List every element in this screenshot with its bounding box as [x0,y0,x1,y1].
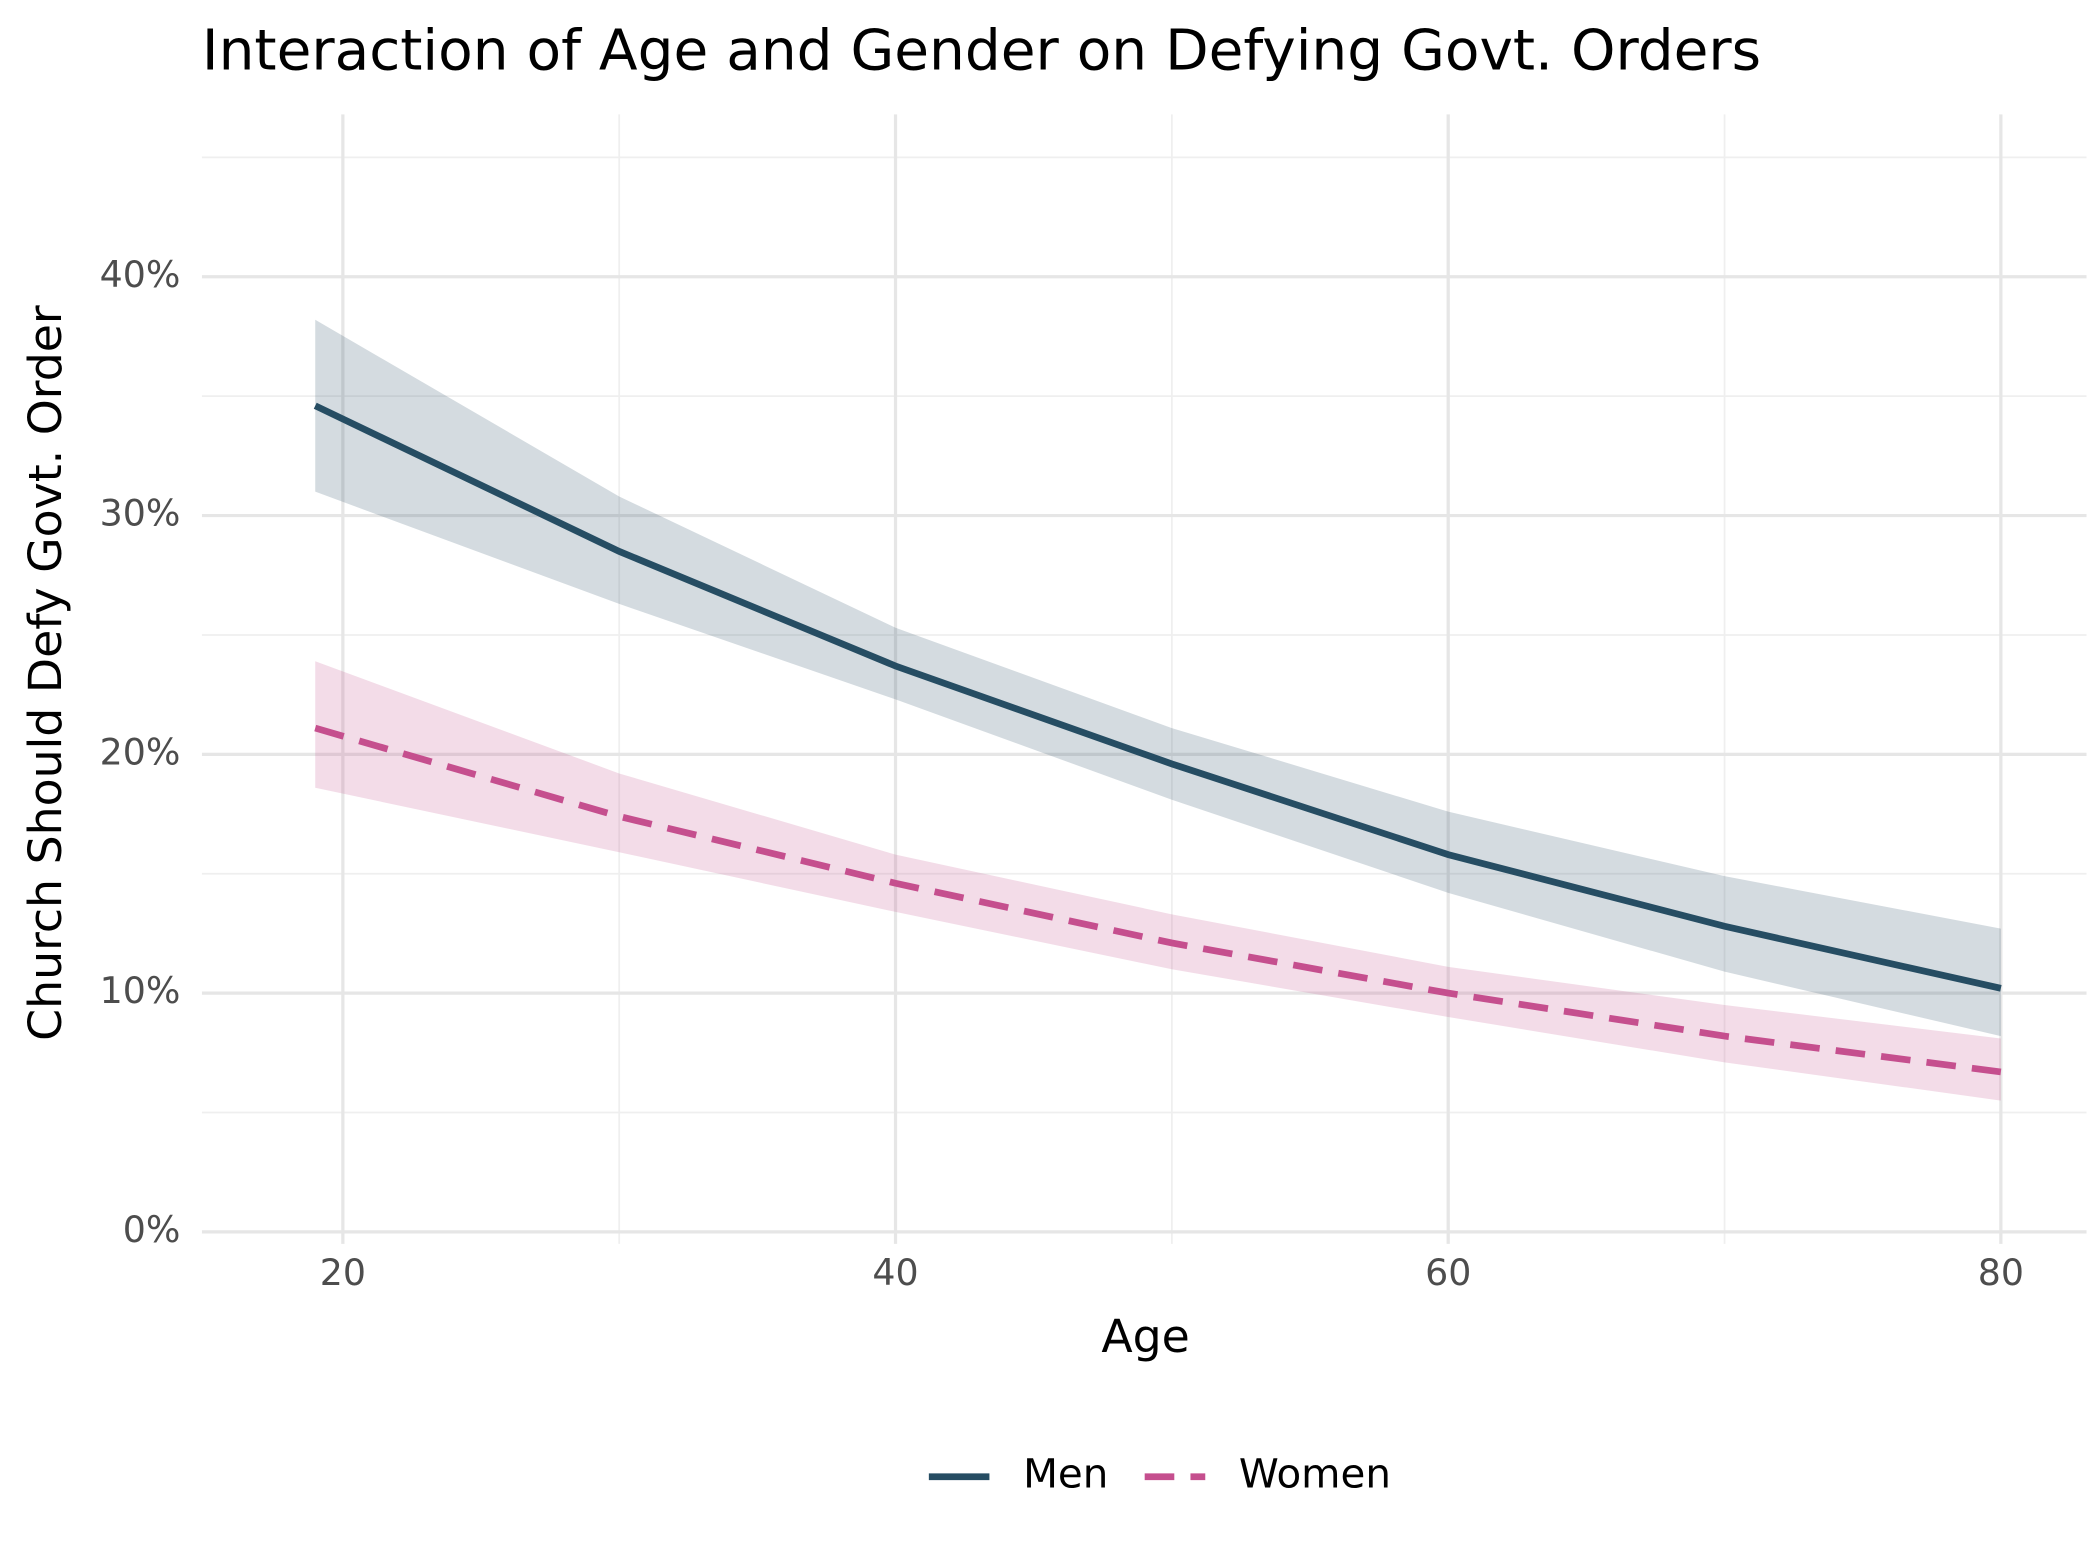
y-tick-label: 40% [100,253,181,296]
x-axis-title: Age [1101,1310,1189,1363]
series-line [313,402,2002,992]
grid: 0% 10% 20% 30% 40% 20 40 60 80 [100,114,2087,1294]
x-tick-label: 20 [320,1251,366,1294]
legend-label: Men [1023,1451,1108,1498]
confidence-band [315,661,2001,1101]
y-tick-label: 0% [123,1208,181,1251]
bands [315,319,2001,1101]
y-tick-label: 10% [100,969,181,1012]
x-tick-label: 60 [1425,1251,1471,1294]
confidence-band [315,319,2001,1037]
x-tick-label: 40 [872,1251,918,1294]
y-axis-title: Church Should Defy Govt. Order [19,305,72,1041]
chart-title: Interaction of Age and Gender on Defying… [202,18,1761,83]
legend: Men Women [928,1451,1391,1498]
y-tick-label: 30% [100,492,181,535]
lines [313,402,2002,1076]
series-line [314,724,2002,1076]
legend-label: Women [1239,1451,1391,1498]
x-tick-label: 80 [1978,1251,2024,1294]
y-tick-label: 20% [100,730,181,773]
